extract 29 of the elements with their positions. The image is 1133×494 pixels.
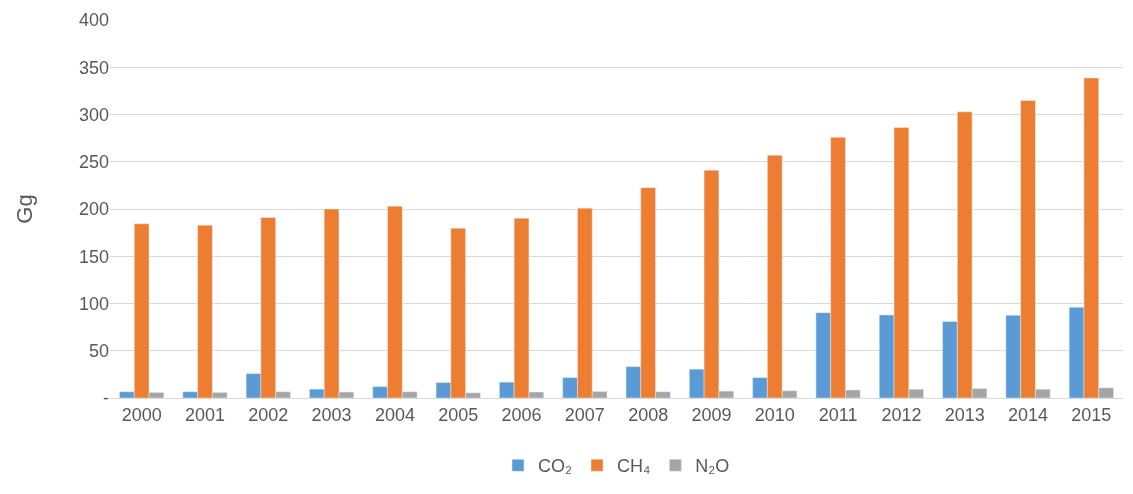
y-tick-label: 150	[78, 246, 109, 267]
legend-label: CO₂	[538, 456, 572, 477]
x-tick-label: 2006	[501, 404, 542, 425]
x-tick-label: 2011	[818, 404, 858, 425]
x-tick-label: 2003	[311, 404, 352, 425]
y-tick-label: 50	[88, 341, 109, 362]
x-tick-label: 2007	[564, 404, 605, 425]
x-tick-label: 2002	[248, 404, 289, 425]
x-tick-label: 2012	[881, 404, 922, 425]
x-tick-label: 2014	[1008, 404, 1049, 425]
x-tick-label: 2005	[438, 404, 479, 425]
y-tick-label: 250	[78, 152, 109, 173]
y-tick-label: 200	[78, 199, 109, 220]
legend-label: N₂O	[695, 456, 730, 477]
x-tick-label: 2008	[628, 404, 669, 425]
x-tick-label: 2013	[944, 404, 985, 425]
y-tick-label: 400	[78, 10, 109, 31]
y-tick-label: 300	[78, 104, 109, 125]
x-tick-label: 2015	[1071, 404, 1112, 425]
x-tick-label: 2000	[121, 404, 162, 425]
x-tick-label: 2001	[184, 404, 225, 425]
x-tick-label: 2009	[691, 404, 732, 425]
y-axis-title: Gg	[11, 194, 37, 224]
y-tick-label: 350	[78, 57, 109, 78]
y-tick-label: 100	[78, 293, 109, 314]
y-tick-label: -	[103, 388, 109, 409]
legend-label: CH₄	[617, 456, 651, 477]
x-tick-label: 2010	[754, 404, 795, 425]
x-tick-label: 2004	[374, 404, 415, 425]
